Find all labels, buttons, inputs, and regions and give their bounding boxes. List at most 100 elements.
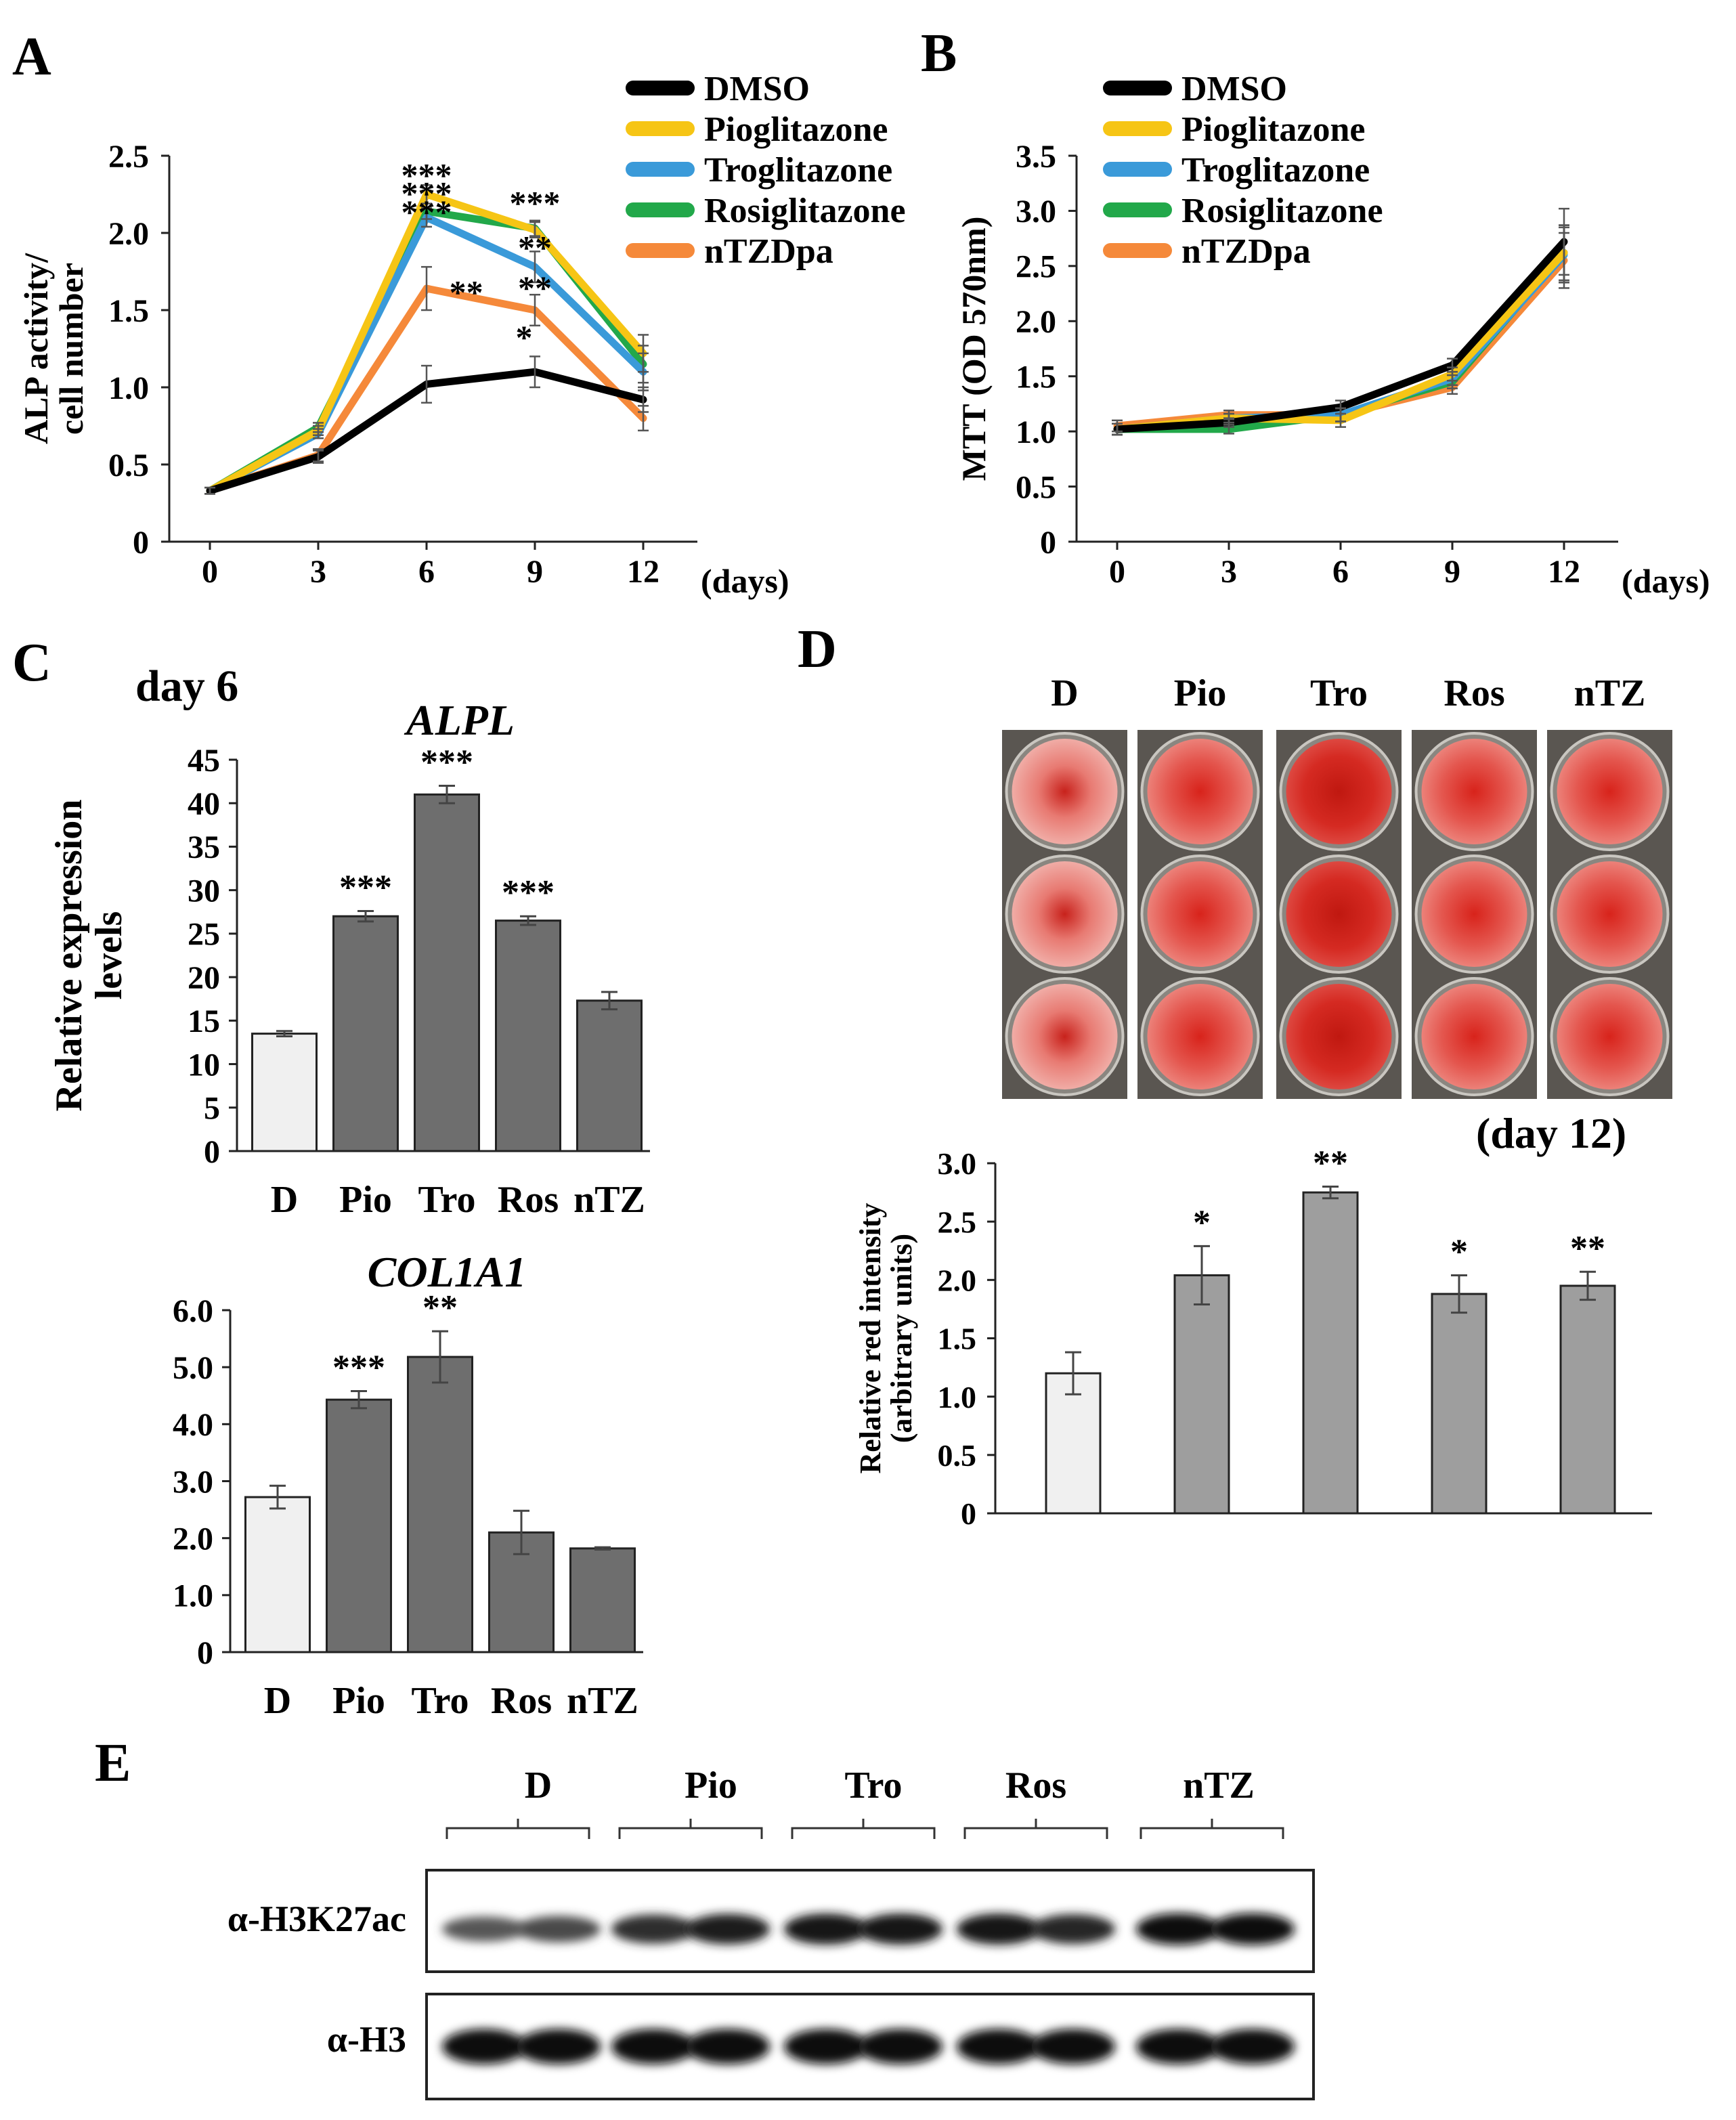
blot-band (517, 1916, 601, 1943)
chart-title: ALPL (404, 696, 515, 744)
legend-label: nTZDpa (1181, 232, 1311, 271)
y-tick-label: 30 (188, 873, 220, 909)
well-column-header: Ros (1444, 672, 1504, 714)
bar-ntz (569, 1547, 636, 1653)
chart-c-alpl: 0 5 10 15 20 25 30 35 40 45 D *** Pio *** Tro *** Ros nTZ… (48, 696, 650, 1221)
x-tick-label: 12 (1548, 554, 1580, 590)
y-tick-label: 3.0 (1016, 194, 1056, 230)
chart-b: 0 0.5 1.0 1.5 2.0 2.5 3.0 3.5 0 3 6 9 12 (days) MTT (O… (955, 70, 1710, 600)
chart-title: COL1A1 (368, 1248, 527, 1296)
y-tick-label: 1.0 (1016, 414, 1056, 450)
stained-well (1286, 861, 1392, 967)
y-tick-label: 4.0 (173, 1407, 213, 1443)
bar-d (1045, 1372, 1102, 1515)
stained-well (1557, 984, 1663, 1089)
bar-tro (407, 1356, 473, 1653)
legend-label: Rosiglitazone (1181, 192, 1383, 230)
y-axis-label-line: cell number (52, 263, 90, 435)
stained-well-plate (1002, 730, 1672, 1099)
significance-mark: ** (518, 229, 552, 267)
panel-c: C day 6 0 5 10 15 20 25 30 35 40 45 D *** Pio *** Tro *… (12, 633, 650, 1722)
panel-letter-d: D (798, 620, 837, 679)
y-axis-label-line: ALP activity/ (17, 253, 55, 444)
y-tick-label: 2.0 (938, 1263, 977, 1297)
blot-band (1136, 1913, 1220, 1945)
significance-mark: *** (402, 175, 452, 213)
blot-band (1211, 1913, 1295, 1945)
y-tick-label: 1.0 (938, 1380, 977, 1414)
panel-letter-c: C (12, 633, 51, 693)
y-tick-label: 1.5 (1016, 360, 1056, 395)
y-axis-label: MTT (OD 570nm) (955, 217, 993, 481)
significance-mark: *** (502, 873, 555, 912)
wells-caption: (day 12) (1476, 1109, 1626, 1157)
lane-group-label: nTZ (1183, 1765, 1255, 1807)
x-axis-label: (days) (1622, 562, 1710, 600)
stained-well (1557, 861, 1663, 967)
stained-well (1421, 861, 1527, 967)
legend-label: Pioglitazone (704, 110, 888, 149)
significance-mark: * (516, 318, 533, 356)
bar-pio (1173, 1274, 1230, 1515)
y-tick-label: 0 (197, 1635, 213, 1671)
well-column-header: nTZ (1574, 672, 1646, 714)
y-tick-label: 40 (188, 786, 220, 822)
stained-well (1286, 739, 1392, 844)
blot-band (859, 2029, 942, 2064)
significance-mark: *** (510, 183, 561, 221)
y-axis-label-line: Relative red intensity (854, 1203, 887, 1473)
y-tick-label: 0 (1040, 525, 1056, 561)
blot-band (611, 1914, 695, 1944)
significance-mark: *** (402, 156, 452, 194)
y-tick-label: 2.5 (1016, 249, 1056, 285)
x-tick-label: Ros (498, 1179, 559, 1221)
x-tick-label: nTZ (567, 1680, 638, 1722)
x-tick-label: Pio (339, 1179, 392, 1221)
lane-bracket (791, 1819, 936, 1839)
stained-well (1421, 984, 1527, 1089)
y-axis-label-line: MTT (OD 570nm) (955, 217, 993, 481)
y-tick-label: 3.5 (1016, 139, 1056, 175)
legend-label: DMSO (1181, 70, 1287, 108)
x-tick-label: 3 (1221, 554, 1237, 590)
panel-letter-e: E (95, 1733, 131, 1793)
stained-well (1012, 984, 1118, 1089)
panel-e: E D Pio Tro Ros nTZ α-H3K27ac α-H3 (95, 1733, 1315, 2100)
x-tick-label: Ros (491, 1680, 552, 1722)
bar-ros (1431, 1293, 1488, 1515)
panel-b: B 0 0.5 1.0 1.5 2.0 2.5 3.0 3.5 0 3 6 9 12 (days) MTT … (921, 24, 1710, 600)
stained-well (1147, 861, 1253, 967)
y-axis-label: Relative expressionlevels (48, 800, 130, 1112)
western-blot: D Pio Tro Ros nTZ α-H3K27ac α-H3 (227, 1765, 1315, 2100)
significance-mark: ** (518, 269, 552, 307)
stained-well (1421, 739, 1527, 844)
y-tick-label: 0.5 (108, 448, 149, 483)
series-line-pioglitazone (206, 190, 647, 495)
legend-label: DMSO (704, 70, 810, 108)
chart-d-red-intensity: 00.51.01.52.02.53.0**** **Relative red in… (854, 1144, 1652, 1531)
x-tick-label: nTZ (573, 1179, 645, 1221)
significance-mark: ** (1570, 1229, 1605, 1268)
y-axis-label-line: levels (88, 911, 130, 1000)
y-tick-label: 35 (188, 829, 220, 865)
bar-ntz (1559, 1284, 1616, 1515)
y-axis-label-line: (arbitrary units) (885, 1234, 918, 1443)
legend-label: nTZDpa (704, 232, 833, 271)
y-tick-label: 2.0 (173, 1521, 213, 1557)
lane-group-label: Pio (685, 1765, 737, 1807)
significance-mark: ** (450, 274, 483, 311)
legend-label: Troglitazone (704, 151, 892, 190)
y-axis-label: Relative red intensity(arbitrary units) (854, 1203, 918, 1473)
bar-ntz (576, 999, 643, 1152)
blot-band (686, 2029, 770, 2064)
blot-band (957, 2029, 1041, 2064)
bar-ros (495, 920, 561, 1152)
stained-well (1147, 984, 1253, 1089)
blot-band (957, 1913, 1041, 1945)
lane-bracket (1140, 1819, 1284, 1839)
bar-tro (1302, 1191, 1359, 1515)
blot-label: α-H3 (327, 2019, 406, 2060)
legend-label: Rosiglitazone (704, 192, 906, 230)
x-axis-label: (days) (701, 562, 789, 600)
